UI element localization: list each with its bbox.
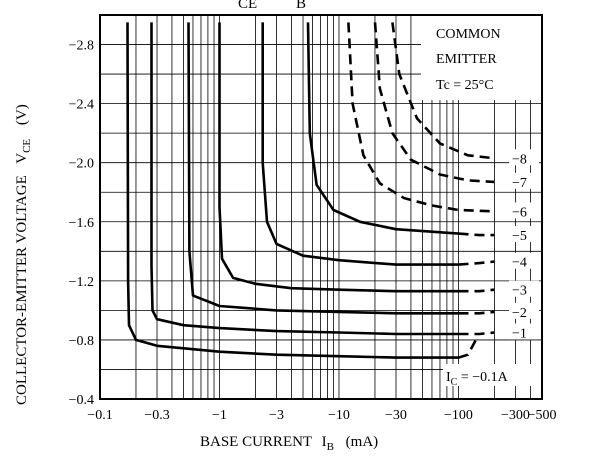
y-axis-title-unit: (V) xyxy=(14,104,30,125)
curve-labels: −1 −2 −3 −4 −5 −6 −7 −8 xyxy=(509,149,539,342)
y-tick-label-4: −1.6 xyxy=(69,216,94,231)
series-label-bg-7 xyxy=(509,202,539,219)
series-line-1 xyxy=(126,22,459,359)
series-dashed-7 xyxy=(347,22,495,213)
legend: COMMON EMITTER Tc = 25°C xyxy=(421,15,542,100)
series-label-bg-2 xyxy=(509,323,539,340)
x-axis-title-sub: B xyxy=(327,441,334,453)
y-axis-title-sub: CE xyxy=(21,139,33,153)
series-dashed-5 xyxy=(458,260,495,266)
series-label-4: −3 xyxy=(512,284,527,299)
series-line-2 xyxy=(150,22,459,336)
x-tick-label-2: −0.3 xyxy=(144,408,169,423)
title-fragment-left: CE xyxy=(238,0,257,12)
y-tick-label-3: −1.2 xyxy=(69,275,94,290)
x-axis-title-unit: (mA) xyxy=(346,434,379,450)
x-tick-label-8: −300 xyxy=(501,408,530,423)
x-tick-label-6: −30 xyxy=(385,408,407,423)
x-tick-labels: −0.1 −0.3 −1 −3 −10 −30 −100 −300−500 xyxy=(87,408,556,423)
series-dashed-6 xyxy=(458,232,495,237)
y-tick-label-6: −2.4 xyxy=(69,98,94,113)
x-axis-title: BASE CURRENT IB (mA) xyxy=(200,434,378,454)
series-line-3 xyxy=(187,22,459,315)
series-label-2: −1 xyxy=(512,327,527,342)
title-fragment-right: B xyxy=(296,0,306,12)
series-label-bg-5 xyxy=(509,252,539,269)
y-tick-label-2: −0.8 xyxy=(69,334,94,349)
series-line-4 xyxy=(218,22,459,293)
ic-label-box xyxy=(443,364,541,386)
series-label-bg-6 xyxy=(509,226,539,243)
x-tick-label-3: −1 xyxy=(212,408,227,423)
y-axis-title: COLLECTOR-EMITTER VOLTAGE VCE (V) xyxy=(14,104,34,405)
series-line-5 xyxy=(261,22,459,266)
ic-label-symbol: I xyxy=(446,370,451,385)
y-tick-label-7: −2.8 xyxy=(69,39,94,54)
title-fragment: CE B xyxy=(238,0,306,12)
x-tick-label-4: −3 xyxy=(269,408,284,423)
series-label-9: −8 xyxy=(512,152,527,167)
series-dashed-8 xyxy=(373,22,495,184)
series-dashed-3 xyxy=(458,310,495,315)
series-dashed-4 xyxy=(458,288,495,293)
x-tick-label-9: −500 xyxy=(528,408,557,423)
series-dashed-2 xyxy=(458,331,495,336)
x-tick-label-1: −0.1 xyxy=(87,408,112,423)
series-label-bg-8 xyxy=(509,172,539,189)
y-axis-title-main: COLLECTOR-EMITTER VOLTAGE xyxy=(14,175,30,405)
ic-label-sub: C xyxy=(451,377,458,388)
legend-line-1: COMMON xyxy=(436,27,501,42)
legend-line-3: Tc = 25°C xyxy=(436,78,494,93)
ic-label-text: IC = −0.1A xyxy=(446,370,509,388)
y-tick-labels: −0.4 −0.8 −1.2 −1.6 −2.0 −2.4 −2.8 xyxy=(69,39,94,408)
legend-line-2: EMITTER xyxy=(436,52,497,67)
x-tick-label-5: −10 xyxy=(328,408,350,423)
series-label-bg-3 xyxy=(509,302,539,319)
series-label-5: −4 xyxy=(512,256,527,271)
series-line-6 xyxy=(306,22,459,235)
ic-label-rest: = −0.1A xyxy=(457,370,508,385)
curves xyxy=(126,22,495,359)
legend-box xyxy=(421,15,542,100)
series-label-8: −7 xyxy=(512,176,527,191)
ic-label: IC = −0.1A xyxy=(443,364,541,388)
x-axis-title-main: BASE CURRENT xyxy=(200,434,312,450)
y-axis-title-symbol: V xyxy=(14,153,30,164)
plot-frame xyxy=(99,14,543,400)
series-label-bg-9 xyxy=(509,149,539,166)
y-tick-label-5: −2.0 xyxy=(69,157,94,172)
series-label-6: −5 xyxy=(512,229,527,244)
x-axis-title-symbol: I xyxy=(322,434,327,450)
series-dashed-1 xyxy=(458,339,478,359)
series-label-7: −6 xyxy=(512,205,527,220)
y-tick-label-1: −0.4 xyxy=(69,393,94,408)
series-dashed-9 xyxy=(391,22,495,160)
series-label-3: −2 xyxy=(512,306,527,321)
series-label-bg-4 xyxy=(509,280,539,297)
x-tick-label-7: −100 xyxy=(444,408,473,423)
